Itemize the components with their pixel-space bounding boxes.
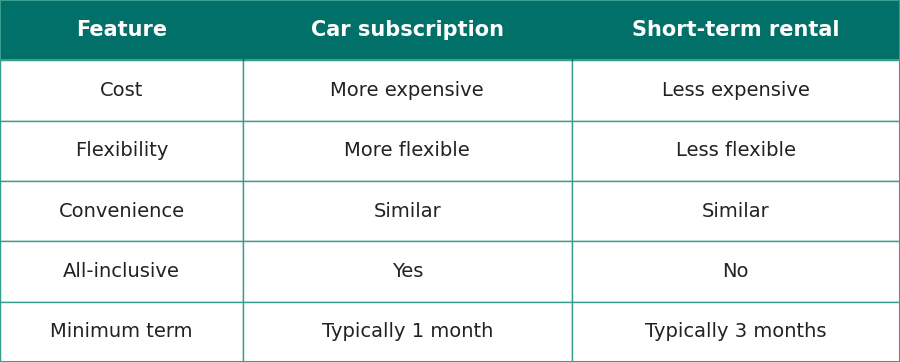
Text: Cost: Cost — [100, 81, 143, 100]
Text: Flexibility: Flexibility — [75, 141, 168, 160]
Bar — [572, 0, 900, 60]
Bar — [572, 121, 900, 181]
Bar — [0, 302, 243, 362]
Bar — [243, 241, 572, 302]
Text: No: No — [723, 262, 749, 281]
Bar — [0, 121, 243, 181]
Bar — [0, 241, 243, 302]
Text: Typically 3 months: Typically 3 months — [645, 322, 826, 341]
Bar — [243, 181, 572, 241]
Text: Convenience: Convenience — [58, 202, 184, 221]
Text: Less expensive: Less expensive — [662, 81, 810, 100]
Text: Less flexible: Less flexible — [676, 141, 796, 160]
Bar — [243, 302, 572, 362]
Text: Short-term rental: Short-term rental — [632, 20, 840, 40]
Text: All-inclusive: All-inclusive — [63, 262, 180, 281]
Text: Similar: Similar — [374, 202, 441, 221]
Text: Feature: Feature — [76, 20, 167, 40]
Bar — [572, 181, 900, 241]
Text: More expensive: More expensive — [330, 81, 484, 100]
Text: Similar: Similar — [702, 202, 770, 221]
Bar — [572, 60, 900, 121]
Bar — [0, 60, 243, 121]
Text: More flexible: More flexible — [345, 141, 470, 160]
Bar — [243, 121, 572, 181]
Bar — [243, 0, 572, 60]
Bar — [572, 302, 900, 362]
Text: Car subscription: Car subscription — [310, 20, 504, 40]
Bar — [0, 0, 243, 60]
Text: Yes: Yes — [392, 262, 423, 281]
Bar — [243, 60, 572, 121]
Text: Minimum term: Minimum term — [50, 322, 193, 341]
Bar — [0, 181, 243, 241]
Bar — [572, 241, 900, 302]
Text: Typically 1 month: Typically 1 month — [321, 322, 493, 341]
